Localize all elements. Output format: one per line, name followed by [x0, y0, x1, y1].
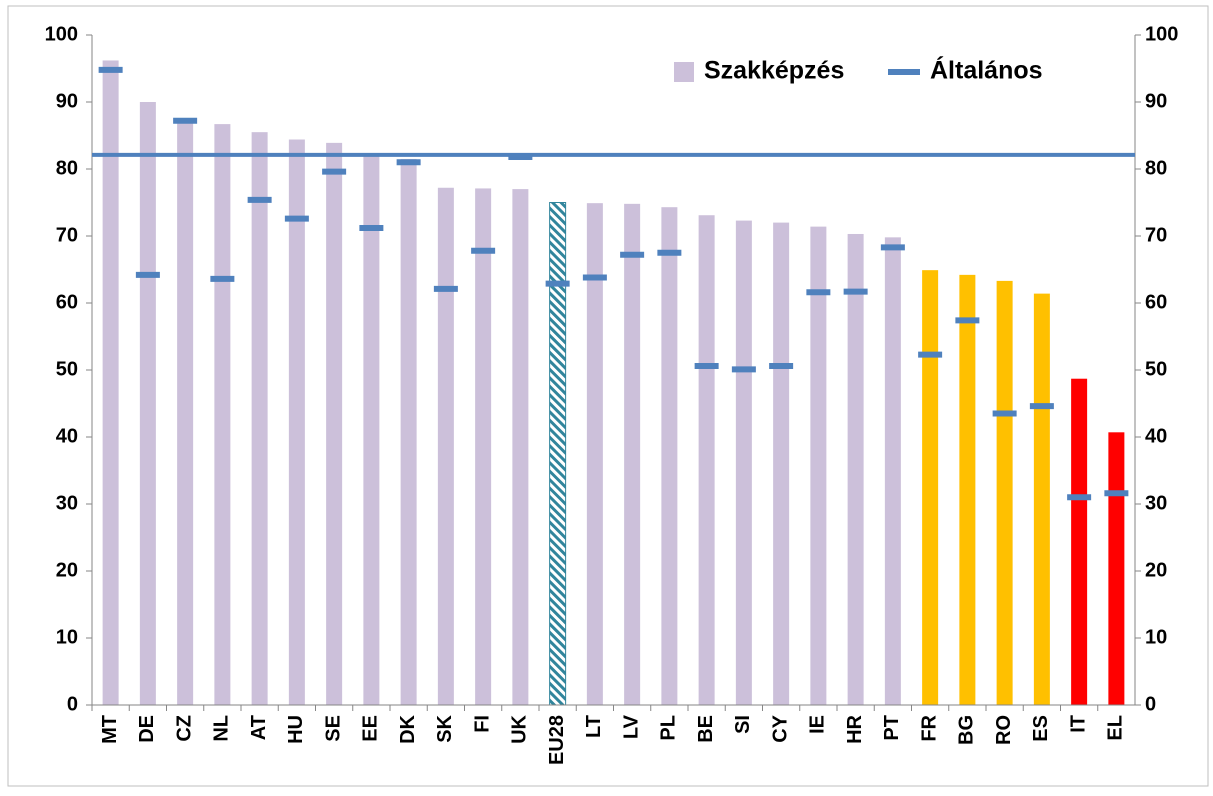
y2-tick-label: 80 [1145, 157, 1167, 179]
bar [400, 158, 417, 705]
x-tick-label: HU [285, 715, 307, 744]
bar [326, 142, 343, 705]
legend-label: Általános [930, 56, 1043, 85]
y-tick-label: 30 [56, 492, 78, 514]
bar [996, 280, 1013, 705]
x-tick-label: FR [918, 714, 940, 741]
x-tick-label: MT [99, 715, 121, 744]
chart-frame [7, 5, 1209, 787]
bar [139, 102, 156, 705]
bar [251, 132, 268, 705]
bar [512, 189, 529, 706]
y-tick-label: 70 [56, 224, 78, 246]
x-tick-label: LT [583, 715, 605, 738]
y-tick-label: 20 [56, 559, 78, 581]
x-tick-label: CY [769, 714, 791, 742]
x-tick-label: EL [1105, 715, 1127, 741]
y2-tick-label: 10 [1145, 626, 1167, 648]
bar [922, 270, 939, 705]
bar [475, 188, 492, 705]
bar [102, 60, 119, 705]
bar [586, 203, 603, 706]
bar [624, 203, 641, 705]
bar [288, 139, 305, 705]
legend-label: Szakképzés [704, 57, 844, 85]
x-tick-label: IT [1067, 715, 1089, 733]
x-tick-label: AT [248, 715, 270, 740]
bar [810, 226, 827, 705]
x-tick-label: BE [695, 715, 717, 743]
y-tick-label: 0 [67, 693, 78, 715]
x-tick-label: SK [434, 714, 456, 742]
bar [1108, 432, 1125, 705]
x-tick-label: HR [844, 714, 866, 743]
bar [959, 274, 976, 705]
bar [363, 153, 380, 706]
y-tick-label: 100 [45, 23, 78, 45]
y2-tick-label: 90 [1145, 90, 1167, 112]
y-tick-label: 60 [56, 291, 78, 313]
bar [661, 207, 678, 705]
x-tick-label: UK [509, 714, 531, 743]
x-tick-label: LV [620, 714, 642, 739]
x-tick-label: PL [658, 715, 680, 741]
bar [214, 124, 231, 706]
x-tick-label: ES [1030, 715, 1052, 742]
y2-tick-label: 20 [1145, 559, 1167, 581]
x-tick-label: DE [136, 715, 158, 743]
x-tick-label: EE [360, 715, 382, 742]
bar [549, 202, 567, 706]
y2-tick-label: 70 [1145, 224, 1167, 246]
x-tick-label: PT [881, 715, 903, 741]
bar [698, 215, 715, 706]
y-tick-label: 40 [56, 425, 78, 447]
x-tick-label: DK [397, 714, 419, 743]
y-tick-label: 10 [56, 626, 78, 648]
bar [735, 220, 752, 705]
y-tick-label: 90 [56, 90, 78, 112]
y2-tick-label: 60 [1145, 291, 1167, 313]
x-tick-label: CZ [173, 715, 195, 742]
y-tick-label: 80 [56, 157, 78, 179]
bar [177, 118, 194, 705]
x-tick-label: NL [211, 715, 233, 742]
y2-tick-label: 0 [1145, 693, 1156, 715]
y2-tick-label: 100 [1145, 23, 1178, 45]
y2-tick-label: 40 [1145, 425, 1167, 447]
bar [437, 187, 454, 705]
legend-swatch [674, 62, 694, 82]
x-tick-label: RO [993, 715, 1015, 745]
bar [1071, 378, 1088, 705]
x-tick-label: EU28 [546, 715, 568, 765]
x-tick-label: BG [956, 715, 978, 745]
x-tick-label: FI [471, 715, 493, 733]
bar [847, 233, 864, 706]
x-tick-label: SI [732, 715, 754, 734]
x-tick-label: IE [807, 715, 829, 734]
bar [884, 237, 901, 705]
bar [1033, 293, 1050, 705]
y2-tick-label: 50 [1145, 358, 1167, 380]
x-tick-label: SE [322, 715, 344, 742]
bar [773, 222, 790, 705]
y-tick-label: 50 [56, 358, 78, 380]
y2-tick-label: 30 [1145, 492, 1167, 514]
